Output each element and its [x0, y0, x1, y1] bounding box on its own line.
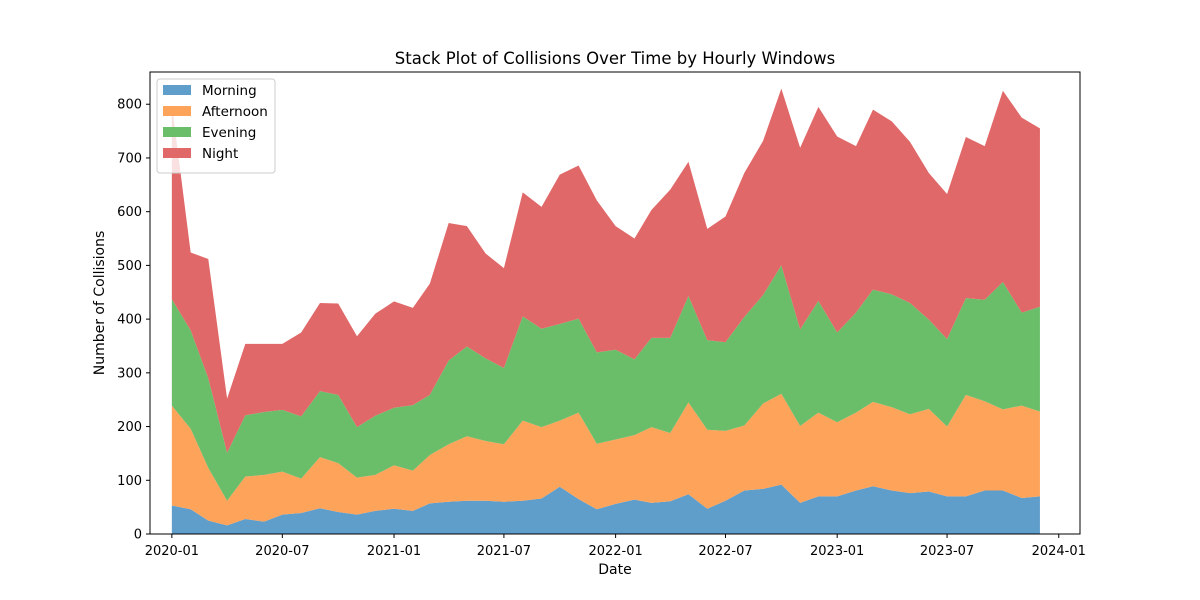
legend-label-evening: Evening [202, 125, 256, 141]
legend-swatch-evening [163, 127, 191, 137]
legend: Morning Afternoon Evening Night [156, 78, 276, 174]
x-tick-label: 2022-01 [588, 544, 642, 559]
y-tick-label: 800 [117, 98, 142, 113]
x-tick-label: 2020-07 [255, 544, 309, 559]
y-tick-label: 100 [117, 474, 142, 489]
y-axis-label: Number of Collisions [92, 231, 108, 376]
y-tick-label: 700 [117, 151, 142, 166]
x-tick-label: 2021-07 [477, 544, 531, 559]
chart-title: Stack Plot of Collisions Over Time by Ho… [395, 49, 835, 68]
x-axis: 2020-01 2020-07 2021-01 2021-07 2022-01 2022-… [145, 534, 1086, 559]
area-afternoon [171, 393, 1040, 526]
y-tick-label: 400 [117, 313, 142, 328]
y-tick-label: 0 [134, 528, 142, 543]
y-tick-label: 500 [117, 259, 142, 274]
y-tick-label: 300 [117, 366, 142, 381]
y-tick-label: 600 [117, 205, 142, 220]
x-tick-label: 2021-01 [367, 544, 421, 559]
y-tick-label: 200 [117, 420, 142, 435]
area-morning [171, 484, 1040, 534]
area-night [171, 88, 1040, 453]
x-tick-label: 2024-01 [1032, 544, 1086, 559]
x-tick-label: 2020-01 [145, 544, 199, 559]
legend-swatch-night [163, 148, 191, 158]
area-evening [171, 265, 1040, 501]
legend-swatch-morning [163, 85, 191, 95]
legend-swatch-afternoon [163, 106, 191, 116]
area-layers [171, 88, 1040, 534]
plot-frame [149, 71, 1081, 535]
y-axis: 0 100 200 300 400 500 600 700 800 [117, 98, 150, 543]
x-tick-label: 2023-07 [920, 544, 974, 559]
x-axis-label: Date [598, 562, 631, 578]
legend-label-night: Night [202, 146, 238, 162]
legend-label-morning: Morning [202, 83, 257, 99]
x-tick-label: 2023-01 [810, 544, 864, 559]
x-tick-label: 2022-07 [698, 544, 752, 559]
legend-label-afternoon: Afternoon [202, 104, 268, 120]
